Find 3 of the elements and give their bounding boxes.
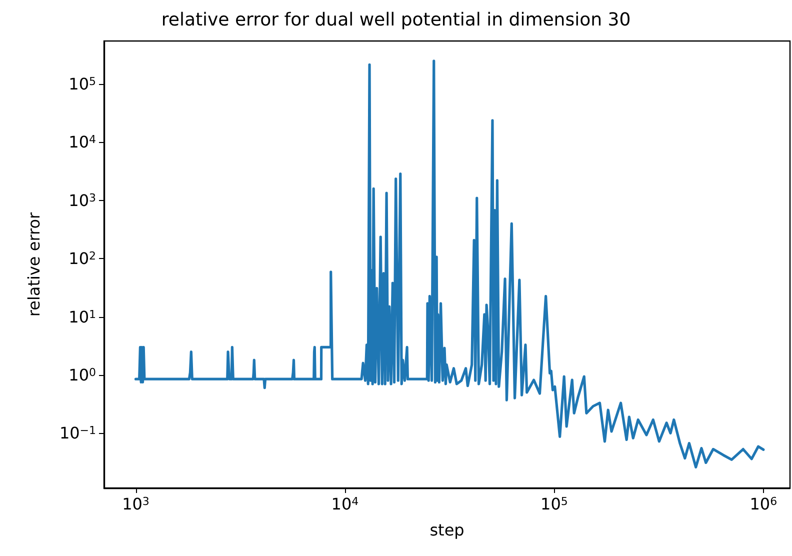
chart-title: relative error for dual well potential in dimension 30 — [161, 10, 631, 30]
y-axis-title: relative error — [24, 212, 44, 317]
x-axis-title: step — [430, 520, 464, 540]
